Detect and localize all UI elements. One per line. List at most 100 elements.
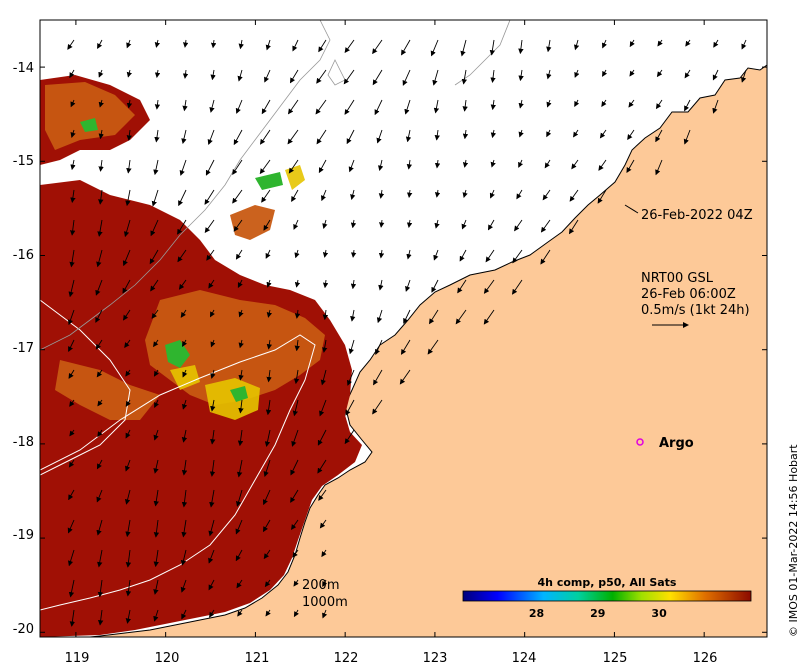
- current-arrow: [433, 249, 439, 261]
- current-arrow: [238, 369, 244, 381]
- current-arrow: [405, 279, 411, 292]
- current-arrow: [344, 99, 355, 115]
- current-arrow: [490, 159, 496, 168]
- current-arrow: [315, 99, 327, 115]
- shelf-contour: [40, 20, 511, 351]
- current-arrow: [511, 279, 523, 295]
- current-arrow: [266, 339, 272, 350]
- current-arrow: [573, 129, 579, 138]
- current-arrow: [294, 279, 301, 288]
- current-arrow: [512, 249, 523, 264]
- current-arrow: [321, 549, 327, 558]
- lon-tick: 122: [334, 651, 359, 666]
- lon-tick: 121: [245, 651, 270, 666]
- current-arrow: [180, 579, 187, 593]
- current-arrow: [483, 309, 495, 325]
- current-arrow: [373, 369, 383, 386]
- current-arrow: [741, 39, 747, 50]
- current-arrow: [154, 69, 161, 79]
- current-arrow: [294, 339, 300, 352]
- current-arrow: [153, 159, 159, 176]
- current-arrow: [350, 309, 356, 322]
- current-arrow: [490, 69, 496, 83]
- current-arrow: [378, 249, 385, 259]
- current-arrow: [153, 339, 159, 348]
- current-arrow: [601, 39, 607, 49]
- current-arrow: [182, 69, 189, 79]
- current-arrow: [97, 219, 103, 237]
- current-arrow: [292, 39, 299, 52]
- current-arrow: [153, 579, 159, 595]
- current-arrow: [290, 489, 299, 503]
- current-arrow: [485, 249, 495, 263]
- current-arrow: [238, 39, 244, 50]
- current-arrow: [459, 249, 467, 262]
- colorbar-tick-label: 29: [590, 607, 605, 620]
- current-arrow: [433, 99, 440, 114]
- contour-200m-label: 200m: [302, 578, 339, 593]
- current-arrow: [350, 189, 356, 200]
- current-arrow: [322, 579, 328, 587]
- current-arrow: [97, 609, 104, 626]
- current-arrow: [518, 159, 524, 168]
- current-arrow: [237, 279, 243, 289]
- current-arrow: [685, 39, 691, 47]
- colorbar-tick-label: 30: [651, 607, 667, 620]
- current-arrow: [266, 279, 272, 288]
- current-arrow: [292, 549, 299, 558]
- current-arrow: [182, 369, 188, 378]
- current-arrow: [571, 159, 579, 170]
- current-arrow: [69, 219, 76, 236]
- current-arrow: [489, 39, 496, 56]
- current-arrow: [434, 219, 440, 229]
- current-arrow: [68, 279, 75, 298]
- lat-tick: -14: [13, 61, 34, 76]
- current-arrow: [205, 159, 215, 176]
- current-arrow: [546, 39, 552, 53]
- current-arrow: [713, 39, 719, 48]
- current-arrow: [322, 249, 329, 258]
- current-arrow: [544, 159, 551, 169]
- current-arrow: [322, 279, 329, 289]
- current-arrow: [346, 129, 355, 145]
- current-arrow: [208, 549, 215, 564]
- current-arrow: [343, 69, 355, 85]
- current-arrow: [125, 549, 132, 568]
- current-arrow: [126, 69, 132, 78]
- current-arrow: [427, 339, 439, 355]
- plot-frame: [39, 19, 768, 638]
- current-arrow: [154, 399, 159, 409]
- current-arrow: [378, 189, 385, 199]
- current-arrow: [350, 219, 357, 229]
- current-arrow: [516, 189, 523, 200]
- current-arrow: [209, 459, 216, 477]
- current-arrow: [434, 189, 441, 198]
- current-arrow: [181, 519, 187, 538]
- current-arrow: [95, 339, 103, 350]
- current-arrow: [518, 129, 524, 138]
- contour-1000m-label: 1000m: [302, 595, 348, 610]
- current-arrow: [151, 309, 159, 319]
- current-arrow: [293, 609, 299, 618]
- current-arrow: [293, 369, 300, 385]
- current-arrow: [95, 279, 103, 296]
- current-arrow: [293, 579, 299, 587]
- current-arrow: [434, 129, 440, 141]
- current-arrow: [238, 309, 244, 318]
- current-arrow: [462, 99, 468, 112]
- current-arrow: [569, 189, 579, 202]
- current-arrow: [462, 159, 469, 168]
- current-arrow: [461, 69, 468, 85]
- current-arrow: [657, 39, 663, 47]
- current-arrow: [317, 429, 327, 446]
- current-arrow: [233, 129, 243, 146]
- colorbar: 4h comp, p50, All Sats 28 29 30: [462, 576, 752, 620]
- current-arrow: [291, 429, 299, 447]
- current-arrow: [69, 609, 76, 627]
- current-arrow: [264, 69, 271, 83]
- current-arrow: [318, 159, 327, 174]
- current-arrow: [154, 39, 161, 48]
- lat-tick: -17: [13, 341, 34, 356]
- current-arrow: [69, 399, 75, 407]
- lon-tick: 120: [155, 651, 180, 666]
